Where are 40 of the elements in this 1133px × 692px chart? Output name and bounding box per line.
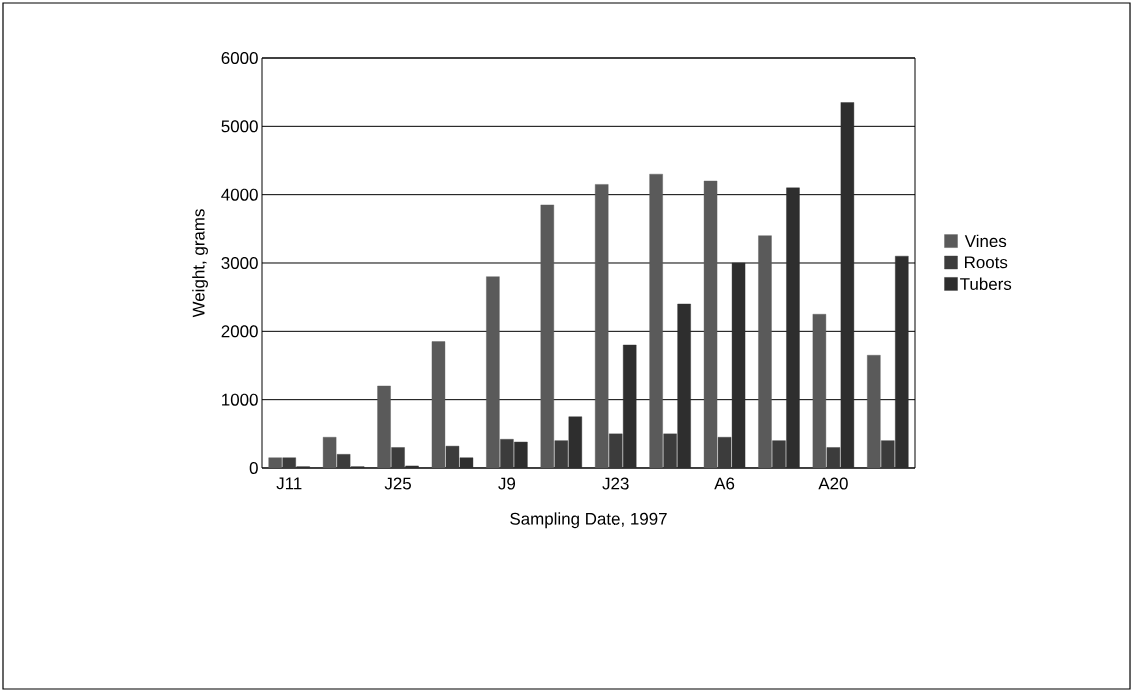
bar [786, 187, 800, 468]
bar [336, 454, 351, 468]
bar [459, 457, 474, 468]
x-tick-label: A20 [818, 477, 848, 490]
bar [772, 440, 786, 468]
y-tick-label: 3000 [221, 257, 258, 269]
bar [514, 441, 528, 468]
bar [554, 440, 568, 468]
x-tick-label: J23 [602, 477, 629, 490]
bar [881, 440, 895, 468]
y-tick-label: 4000 [221, 188, 258, 201]
bar [282, 457, 296, 468]
x-tick-label: J25 [384, 477, 411, 490]
y-tick-label: 0 [249, 462, 258, 474]
bar [677, 303, 691, 468]
y-tick-label: 5000 [221, 120, 258, 133]
bar [826, 447, 841, 468]
x-tick-label: J11 [276, 477, 302, 490]
bar [405, 465, 419, 468]
bar [895, 255, 909, 468]
x-tick-label: A6 [714, 477, 735, 490]
bar [840, 102, 855, 468]
bar [445, 445, 460, 468]
bar [609, 433, 623, 468]
y-tick-label: 6000 [221, 52, 258, 64]
legend-label: Tubers [960, 277, 1012, 290]
bar [500, 439, 514, 468]
bar [717, 437, 732, 468]
x-axis-title: Sampling Date, 1997 [510, 512, 667, 529]
legend-label: Vines [964, 234, 1007, 248]
bar [623, 344, 637, 468]
y-tick-label: 1000 [222, 393, 258, 406]
x-tick-label: J9 [498, 477, 516, 490]
bar [663, 433, 677, 468]
y-tick-label: 2000 [221, 325, 258, 338]
y-axis-title: Weight, grams [192, 209, 208, 318]
bar [568, 416, 582, 468]
bar [391, 447, 405, 468]
legend-label: Roots [965, 256, 1008, 269]
bar [731, 262, 746, 468]
